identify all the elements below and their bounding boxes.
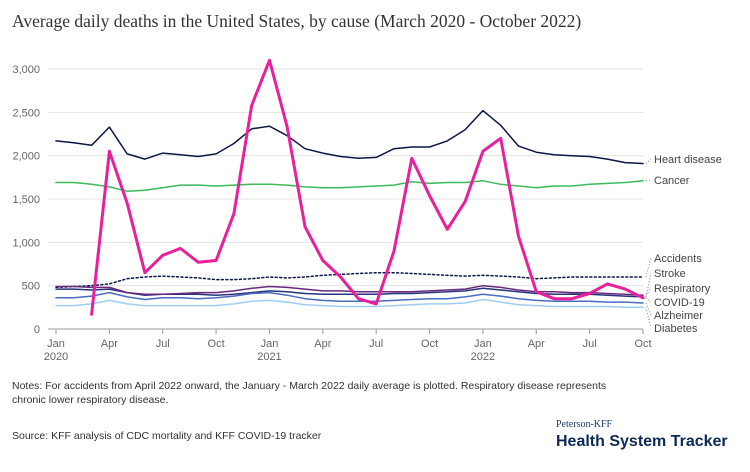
logo-top: Peterson-KFF	[556, 419, 613, 430]
leader-line	[645, 272, 652, 298]
series-line	[55, 271, 644, 289]
leader-line	[645, 307, 652, 329]
x-tick-label: Oct	[421, 338, 438, 350]
x-tick-label: Jan 2020	[44, 338, 68, 363]
series-line	[55, 284, 644, 296]
leader-line	[645, 287, 652, 296]
series-label: COVID-19	[654, 297, 705, 309]
x-tick-label: Jan 2021	[257, 338, 281, 363]
leader-line	[645, 158, 652, 164]
logo-bottom: Health System Tracker	[556, 433, 728, 450]
x-tick-label: Apr	[101, 338, 118, 350]
series-label: Stroke	[654, 268, 686, 280]
x-tick-label: Jul	[156, 338, 170, 350]
x-tick-label: Apr	[314, 338, 331, 350]
series-label: Alzheimer	[654, 310, 703, 322]
x-tick-label: Oct	[208, 338, 225, 350]
series-label: Cancer	[654, 175, 690, 187]
leader-line	[645, 297, 652, 303]
x-tick-label: Jul	[583, 338, 597, 350]
series-label: Accidents	[654, 253, 702, 265]
series-line	[55, 291, 644, 304]
x-tick-label: Jan 2022	[471, 338, 495, 363]
series-label: Diabetes	[654, 323, 698, 335]
series-label: Heart disease	[654, 154, 722, 166]
x-tick-label: Jul	[369, 338, 383, 350]
leader-line	[645, 257, 652, 278]
y-tick-label: 0	[34, 324, 40, 336]
series-line	[55, 109, 644, 165]
notes: Notes: For accidents from April 2022 onw…	[12, 380, 606, 406]
y-tick-label: 1,500	[12, 194, 40, 206]
x-tick-label: Apr	[528, 338, 545, 350]
y-tick-label: 2,500	[12, 107, 40, 119]
y-tick-label: 3,000	[12, 64, 40, 76]
leader-line	[645, 302, 652, 316]
series-line	[55, 180, 644, 192]
source: Source: KFF analysis of CDC mortality an…	[12, 430, 322, 442]
series-line	[55, 298, 644, 309]
series-label: Respiratory	[654, 283, 711, 295]
y-tick-label: 2,000	[12, 151, 40, 163]
series-line	[90, 58, 645, 316]
y-tick-label: 1,000	[12, 237, 40, 249]
y-tick-label: 500	[22, 281, 40, 293]
leader-line	[645, 179, 652, 182]
x-tick-label: Oct	[634, 338, 651, 350]
chart-title: Average daily deaths in the United State…	[12, 11, 581, 31]
